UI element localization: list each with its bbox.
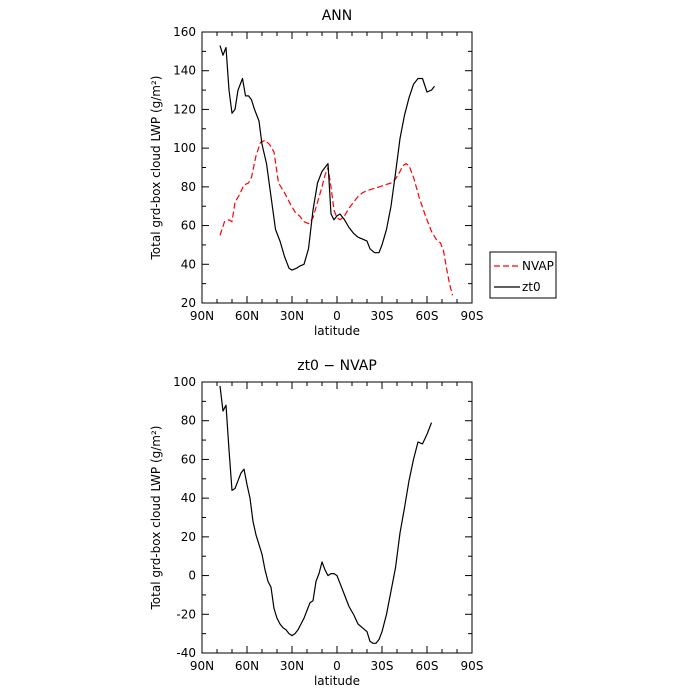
y-tick-label: 80 (181, 414, 196, 428)
plot-frame (201, 31, 473, 304)
chart-panel-1: ANN 90N 60N 30N 0 30S 60S 90S 20 40 60 80 100 120 140 1… (149, 8, 557, 338)
x-tick-label: 90N (190, 309, 214, 323)
chart-panel-2: zt0 − NVAP 90N 60N 30N 0 30S 60S 90S -40 -20 0 20 40… (149, 358, 483, 688)
y-tick-label: 40 (181, 257, 196, 271)
y-tick-label: -20 (176, 607, 196, 621)
chart-title: zt0 − NVAP (297, 358, 377, 374)
series-line-diff (219, 385, 433, 644)
x-tick-label: 90S (461, 309, 484, 323)
y-tick-label: 20 (181, 530, 196, 544)
y-tick-label: 20 (181, 296, 196, 310)
y-tick-label: 120 (173, 102, 196, 116)
chart-title: ANN (322, 8, 353, 24)
x-tick-label: 60N (235, 659, 259, 673)
y-tick-label: 60 (181, 219, 196, 233)
x-tick-label: 30S (371, 659, 394, 673)
y-tick-label: -40 (176, 646, 196, 660)
series-line-nvap (219, 139, 454, 296)
y-tick-label: 100 (173, 141, 196, 155)
x-tick-label: 0 (333, 659, 341, 673)
y-tick-label: 140 (173, 64, 196, 78)
y-axis-label: Total grd-box cloud LWP (g/m²) (149, 76, 163, 261)
x-axis-label: latitude (314, 674, 360, 688)
y-tick-label: 100 (173, 375, 196, 389)
y-axis-label: Total grd-box cloud LWP (g/m²) (149, 426, 163, 611)
series-line-zt0 (219, 45, 435, 271)
legend: NVAP zt0 (489, 251, 557, 299)
x-tick-label: 60S (416, 309, 439, 323)
y-tick-label: 0 (188, 569, 196, 583)
legend-label: zt0 (522, 280, 541, 294)
y-tick-label: 80 (181, 180, 196, 194)
legend-label: NVAP (522, 259, 554, 273)
x-tick-label: 30S (371, 309, 394, 323)
x-tick-label: 30N (280, 309, 304, 323)
x-axis-label: latitude (314, 324, 360, 338)
x-tick-label: 60S (416, 659, 439, 673)
legend-box (489, 251, 557, 299)
x-tick-label: 30N (280, 659, 304, 673)
x-tick-label: 0 (333, 309, 341, 323)
y-tick-label: 160 (173, 25, 196, 39)
x-tick-label: 60N (235, 309, 259, 323)
x-tick-label: 90S (461, 659, 484, 673)
y-tick-label: 40 (181, 491, 196, 505)
y-tick-label: 60 (181, 452, 196, 466)
x-tick-label: 90N (190, 659, 214, 673)
